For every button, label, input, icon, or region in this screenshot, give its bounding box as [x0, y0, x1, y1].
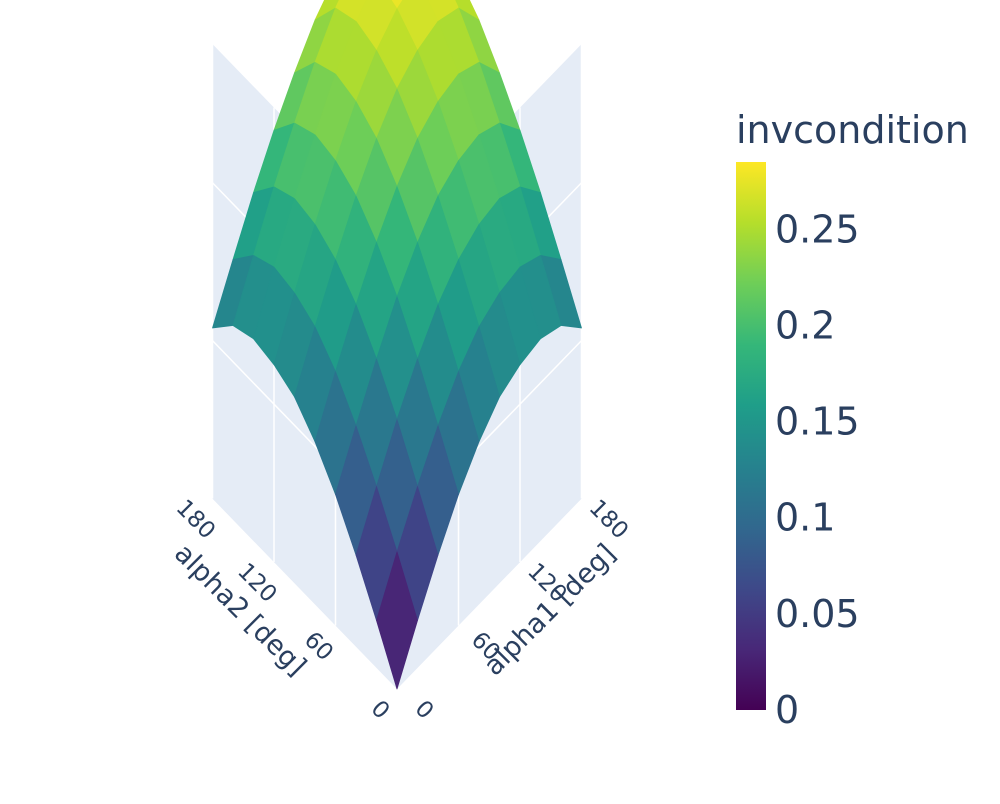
colorbar-tick-label: 0.25 — [775, 207, 860, 251]
x-tick-label: 180 — [584, 495, 633, 544]
colorbar-title: invcondition — [736, 108, 969, 152]
colorbar-tick-label: 0.15 — [775, 400, 860, 444]
colorbar-tick-label: 0 — [775, 688, 799, 732]
surface-patch — [376, 551, 418, 690]
colorbar-tick-label: 0.2 — [775, 303, 835, 347]
colorbar-tick-label: 0.1 — [775, 496, 835, 540]
surface-mesh — [212, 0, 582, 690]
colorbar-tick-label: 0.05 — [775, 592, 860, 636]
x-tick-label: 0 — [410, 696, 439, 725]
colorbar-gradient — [736, 162, 766, 710]
colorbar: invcondition 0 0.05 0.1 0.15 0.2 0.25 — [736, 108, 969, 732]
y-tick-label: 0 — [366, 696, 395, 725]
surface-patch — [390, 0, 404, 10]
y-tick-label: 180 — [171, 495, 220, 544]
